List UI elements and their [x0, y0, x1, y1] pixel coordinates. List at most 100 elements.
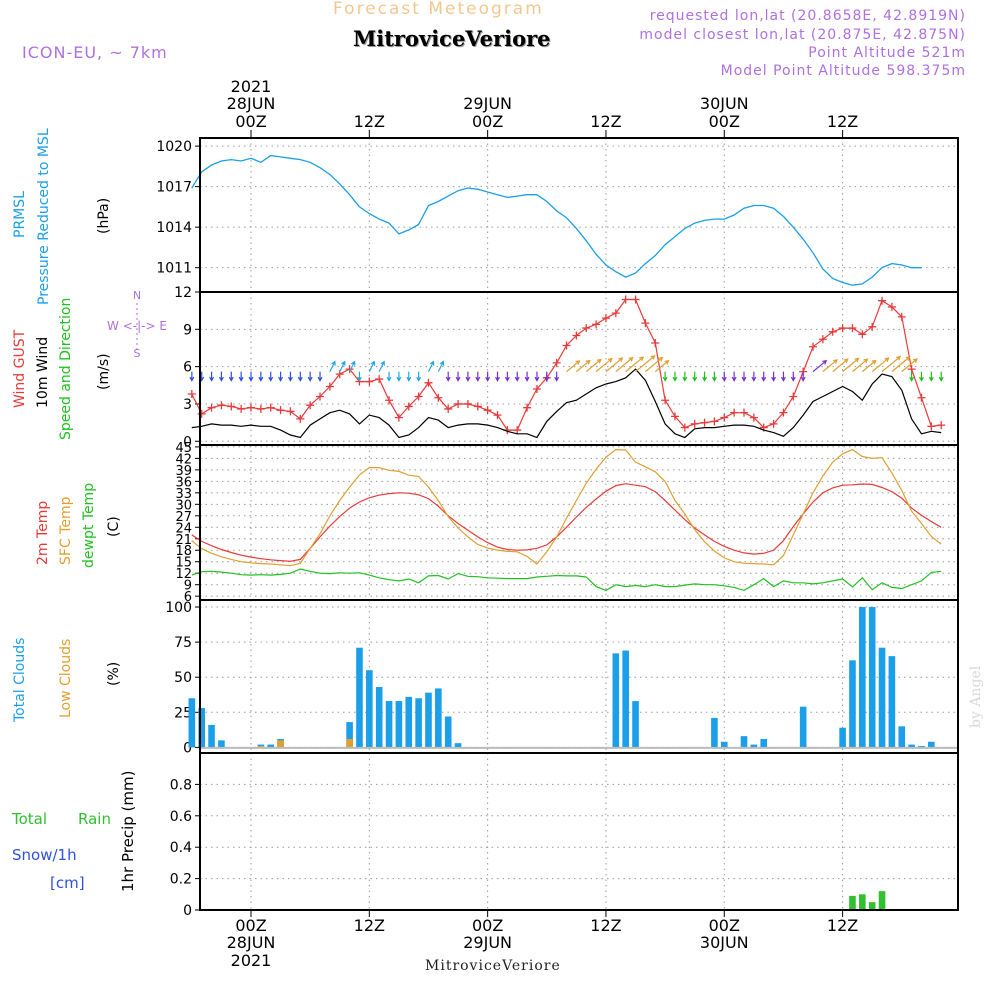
speed-direction-label: Speed and Direction [58, 298, 74, 440]
cloud-bar-total [622, 650, 629, 748]
wind-arrow [238, 371, 244, 382]
panel-3 [195, 445, 958, 600]
gust-marker [779, 408, 788, 417]
pressure-label-2: Pressure Reduced to MSL [36, 128, 52, 305]
temp-sfc-line [191, 448, 942, 567]
wind-arrow [287, 371, 293, 382]
rain-bar [868, 902, 876, 910]
bottom-axis-year: 2021 [231, 951, 272, 970]
wind-label: 10m Wind [35, 337, 51, 408]
wind-arrow [919, 371, 924, 382]
wind-arrow [307, 371, 313, 382]
cloud-bar-total [366, 670, 373, 748]
gust-marker [296, 414, 305, 423]
wind-arrow [605, 357, 624, 373]
gust-marker [818, 335, 827, 344]
gust-marker [473, 402, 482, 411]
gust-marker [661, 396, 670, 405]
wind-arrow [339, 360, 346, 372]
gust-marker [365, 377, 374, 386]
gust-marker [937, 421, 946, 430]
y-tick-label: 1020 [156, 139, 192, 155]
wind-arrow [329, 360, 336, 372]
top-axis-hour: 00Z [235, 112, 266, 131]
total-clouds-label: Total Clouds [12, 638, 28, 723]
wind-arrow [485, 371, 491, 382]
y-tick-label: 75 [174, 635, 192, 651]
gust-marker [710, 417, 719, 426]
wind-arrow [881, 355, 902, 373]
wind-arrow [575, 359, 591, 373]
wind-arrow [645, 356, 664, 373]
y-tick-label: 30 [175, 498, 192, 513]
temp-2m-line [191, 483, 942, 562]
y-tick-label: 36 [175, 475, 192, 490]
cloud-bar-total [356, 647, 363, 748]
gust-marker [828, 327, 837, 336]
wind-arrow [386, 371, 392, 382]
cloud-bar-total [346, 722, 353, 748]
cloud-bar-total [198, 708, 205, 748]
wind-arrow [812, 359, 828, 373]
wind-arrow [534, 371, 540, 382]
wind-arrow [566, 360, 581, 373]
gust-marker [197, 409, 206, 418]
cloud-bar-total [632, 701, 639, 748]
gust-marker [917, 393, 926, 402]
y-tick-label: 21 [175, 533, 192, 548]
wind-arrow [218, 371, 224, 382]
gust-marker [582, 324, 591, 333]
point-altitude: Point Altitude 521m [808, 45, 966, 61]
gust-marker [720, 413, 729, 422]
wind-arrow [209, 371, 215, 382]
wind-arrow [692, 371, 698, 382]
gust-marker [670, 412, 679, 421]
gust-marker [769, 419, 778, 428]
model-label: ICON-EU, ~ 7km [22, 43, 168, 62]
wind-arrow [654, 359, 670, 373]
pressure-label-1: PRMSL [12, 191, 28, 238]
gust-marker [345, 365, 354, 374]
wind-arrow [514, 371, 520, 382]
wind-arrow [901, 358, 918, 373]
wind-arrow [761, 371, 767, 382]
y-tick-label: 27 [175, 510, 192, 525]
y-tick-label: 100 [165, 600, 192, 616]
gust-marker [740, 408, 748, 417]
y-tick-label: 3 [183, 397, 192, 413]
panel-frame [199, 137, 959, 293]
y-tick-label: 9 [183, 322, 192, 338]
cloud-bar-total [918, 745, 925, 748]
wind-arrow [268, 371, 274, 382]
rain-bar [878, 891, 886, 910]
wind-line [191, 368, 942, 439]
gust-marker [858, 330, 867, 339]
gust-marker [868, 322, 877, 331]
gust-marker [927, 422, 936, 431]
gust-marker [552, 358, 561, 367]
bottom-axis-hour: 00Z [235, 916, 266, 935]
requested-coords: requested lon,lat (20.8658E, 42.8919N) [649, 8, 966, 24]
cloud-bar-total [454, 743, 462, 748]
top-axis-date: 28JUN [227, 94, 276, 113]
y-tick-label: 0.6 [170, 809, 192, 825]
model-altitude: Model Point Altitude 598.375m [720, 63, 966, 79]
gust-marker [562, 341, 571, 350]
gust-marker [463, 399, 472, 408]
precip-unit: 1hr Precip (mm) [119, 771, 137, 892]
gust-marker [266, 403, 275, 412]
compass-we: W <-|-> E [107, 319, 167, 333]
wind-arrow [871, 357, 890, 373]
y-tick-label: 18 [175, 544, 192, 559]
gust-marker [809, 342, 818, 351]
cloud-bar-total [435, 688, 442, 748]
temp-sfc-label: SFC Temp [58, 496, 74, 565]
cloud-bar-total [859, 607, 866, 748]
cloud-bar-total [928, 741, 935, 748]
footer-location: MitroviceVeriore [425, 958, 561, 974]
top-axis-year: 2021 [231, 77, 272, 96]
wind-arrow [504, 371, 510, 382]
bottom-axis-hour: 00Z [472, 916, 503, 935]
top-axis-hour: 00Z [472, 112, 503, 131]
